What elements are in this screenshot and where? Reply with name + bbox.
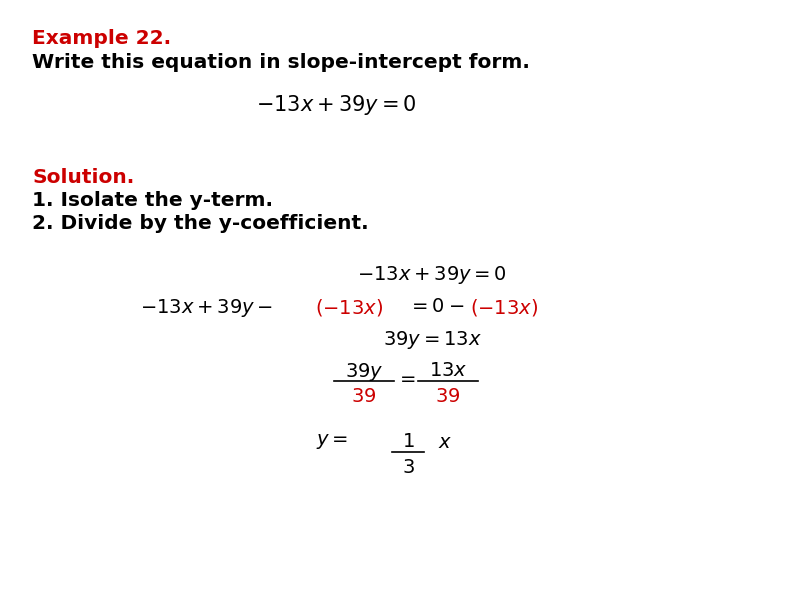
Text: $=0-$: $=0-$ — [408, 297, 464, 316]
Text: $=$: $=$ — [396, 368, 417, 386]
Text: $3$: $3$ — [402, 458, 414, 477]
Text: $-13x+39y=0$: $-13x+39y=0$ — [256, 93, 416, 117]
Text: $39y$: $39y$ — [345, 361, 383, 383]
Text: $(-13x)$: $(-13x)$ — [470, 297, 538, 318]
Text: Solution.: Solution. — [32, 168, 134, 187]
Text: Example 22.: Example 22. — [32, 29, 171, 48]
Text: $-13x+39y=0$: $-13x+39y=0$ — [357, 264, 507, 286]
Text: $(-13x)$: $(-13x)$ — [315, 297, 383, 318]
Text: Write this equation in slope-intercept form.: Write this equation in slope-intercept f… — [32, 53, 530, 72]
Text: $39$: $39$ — [351, 387, 377, 406]
Text: $39$: $39$ — [435, 387, 461, 406]
Text: $39y=13x$: $39y=13x$ — [382, 329, 482, 351]
Text: $13x$: $13x$ — [429, 361, 467, 380]
Text: 2. Divide by the y-coefficient.: 2. Divide by the y-coefficient. — [32, 214, 369, 233]
Text: $y=$: $y=$ — [316, 432, 348, 451]
Text: $1$: $1$ — [402, 432, 414, 451]
Text: $x$: $x$ — [438, 433, 453, 452]
Text: 1. Isolate the y-term.: 1. Isolate the y-term. — [32, 191, 273, 210]
Text: $-13x+39y-$: $-13x+39y-$ — [140, 297, 273, 319]
